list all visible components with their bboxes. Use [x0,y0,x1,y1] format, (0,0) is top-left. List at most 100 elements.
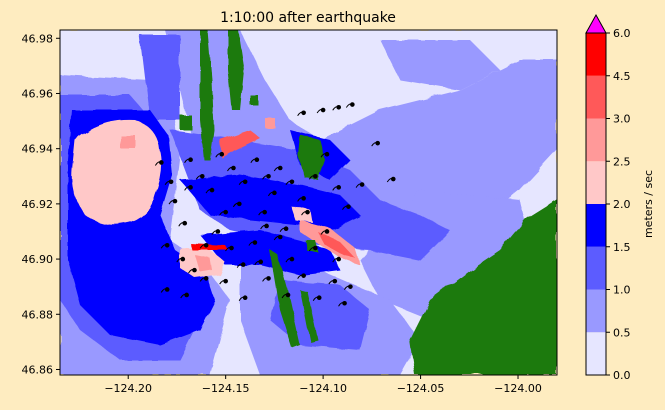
land-west-fragment [250,95,258,105]
land-strip-south [270,250,300,348]
drifter-point [336,104,342,110]
colorbar-extend-arrow [585,13,607,34]
red-jet-south [318,232,355,258]
drifter-point [199,173,205,179]
drifter-point [313,245,318,251]
y-tick-label: 46.86 [22,363,54,376]
drifter-point [240,262,246,267]
red-streak [190,243,228,250]
x-tick-label: −124.20 [104,382,152,395]
land-north-fragment [180,115,192,130]
drifter-point [203,276,209,281]
land-southeast [410,200,557,375]
drifter-point [320,107,326,113]
x-tick-label: −124.00 [494,382,542,395]
colorbar-tick-label: 1.0 [613,284,631,297]
northeast-patch [380,40,500,90]
drifter-point [262,209,267,215]
drifter-point [289,179,295,185]
land-peninsula [298,135,325,180]
drifter-point [359,182,365,187]
y-tick-label: 46.92 [22,198,54,211]
pink-spot-center [290,205,312,222]
colorbar-segment [586,246,606,290]
drifter-point [324,229,330,234]
north-medium [140,35,180,120]
colorbar-tick-label: 0.5 [613,326,631,339]
x-tick-label: −124.15 [202,382,250,395]
drifter-point [231,165,236,171]
drifter-point [289,256,295,262]
drifter-point [258,259,264,265]
plot-frame [59,29,558,376]
drifter-point [159,160,164,165]
drifter-point [168,179,174,185]
drifter-point [390,176,396,182]
colorbar-tick-label: 2.5 [613,155,631,168]
drifter-point [215,229,221,234]
colorbar-tick-label: 1.5 [613,241,631,254]
colorbar-segment [586,161,606,204]
y-tick-label: 46.90 [22,253,54,266]
y-tick-label: 46.96 [22,87,54,100]
drifter-point [252,240,258,245]
fast-entrance [180,175,360,230]
drifter-point [336,185,342,190]
colorbar: 0.0 0.5 1.0 1.5 2.0 2.5 3.0 4.5 6.0 meters / sec [585,13,655,382]
drifter-point [266,276,271,281]
colorbar-segment [586,33,606,76]
land-strip-south-2 [300,290,318,342]
drifter-point [242,295,248,301]
colorbar-segment [586,289,606,333]
salmon-spot-north [120,135,135,148]
x-tick-label: −124.05 [397,382,445,395]
y-tick-label: 46.88 [22,308,54,321]
drifters [154,102,396,307]
drifter-point [188,185,193,190]
y-tick-label: 46.98 [22,32,54,45]
drifter-point [305,209,310,215]
land-spit-north [200,30,214,160]
pink-lobe-offshore [71,119,162,225]
colorbar-segment [586,118,606,162]
x-axis: −124.20 −124.15 −124.10 −124.05 −124.00 [104,375,542,395]
colorbar-segment [586,332,606,375]
drifter-point [342,300,347,306]
drifter-point [264,223,269,229]
pink-spot-north [265,118,275,128]
drifter-point [184,292,189,298]
drifter-point [223,209,228,215]
x-tick-label: −124.10 [299,382,347,395]
drifter-point [272,190,277,196]
drifter-point [348,284,353,289]
drifter-point [164,242,170,248]
colorbar-segment [586,204,606,247]
colorbar-tick-label: 0.0 [613,369,631,382]
drifter-point [324,151,330,157]
drifter-point [164,287,170,292]
y-axis: 46.86 46.88 46.90 46.92 46.94 46.96 46.98 [22,32,60,376]
colorbar-tick-label: 4.5 [613,70,631,83]
drifter-point [192,267,197,273]
colorbar-label: meters / sec [642,170,655,238]
drifter-point [313,173,318,179]
drifter-point [223,278,228,284]
drifter-point [316,295,322,301]
drifter-point [180,256,186,262]
drifter-point [336,256,342,262]
drifter-point [285,292,291,298]
drifter-point [277,234,283,240]
drifter-point [283,226,289,232]
drifter-point [172,198,178,204]
drifter-point [277,165,283,171]
land-spit-north-2 [228,30,244,110]
drifter-point [301,110,306,116]
drifter-point [332,278,338,284]
red-jet-north [220,130,260,158]
drifter-point [375,140,380,146]
drifter-point [242,179,248,185]
map-title: 1:10:00 after earthquake [220,10,396,26]
drifter-point [350,102,355,107]
drifter-point [346,204,351,209]
